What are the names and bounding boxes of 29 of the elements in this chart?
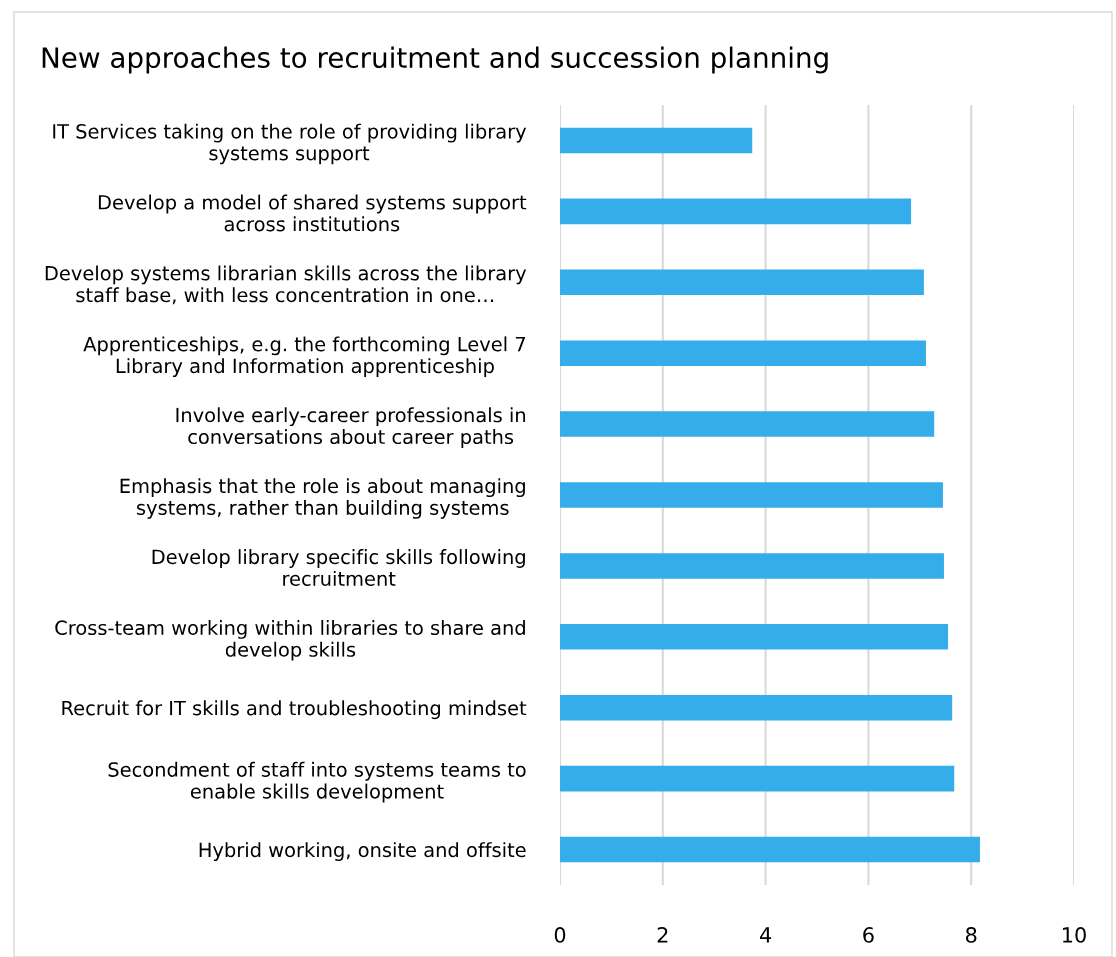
- x-tick-label: 4: [759, 927, 772, 943]
- y-tick-label: Emphasis that the role is about managing systems, rather than building systems: [120, 478, 525, 519]
- x-tick-label: 8: [965, 927, 977, 943]
- bar: [560, 624, 949, 650]
- y-tick-label: Develop library specific skills following recruitment: [152, 549, 525, 586]
- y-tick-label: Develop systems librarian skills across the library staff base, with less concentration in one…: [45, 265, 527, 305]
- y-tick-label: Hybrid working, onsite and offsite: [199, 842, 526, 861]
- bar: [560, 836, 980, 863]
- x-tick-label: 6: [863, 927, 874, 943]
- bar: [560, 411, 935, 437]
- bar: [560, 765, 955, 792]
- x-tick-label: 2: [657, 927, 668, 943]
- bar: [560, 198, 912, 225]
- y-tick-label: Cross-team working within libraries to share and develop skills: [55, 620, 525, 661]
- x-tick-label: 10: [1063, 927, 1086, 943]
- y-tick-label: IT Services taking on the role of providing library systems support: [53, 123, 527, 165]
- bar: [560, 127, 753, 154]
- y-tick-label: Develop a model of shared systems support across institutions: [98, 194, 527, 232]
- bar: [560, 269, 924, 296]
- bar: [560, 482, 943, 508]
- bar: [560, 340, 926, 366]
- bar: [560, 553, 944, 579]
- x-tick-label: 0: [554, 927, 566, 943]
- y-tick-label: Apprenticeships, e.g. the forthcoming Level 7 Library and Information apprenticeship: [83, 336, 526, 377]
- y-tick-label: Involve early-career professionals in conversations about career paths: [176, 407, 526, 448]
- y-tick-label: Secondment of staff into systems teams to enable skills development: [108, 761, 526, 803]
- y-tick-label: Recruit for IT skills and troubleshooting mindset: [62, 700, 527, 720]
- bar: [560, 694, 953, 721]
- chart-title: New approaches to recruitment and succession planning: [42, 46, 828, 74]
